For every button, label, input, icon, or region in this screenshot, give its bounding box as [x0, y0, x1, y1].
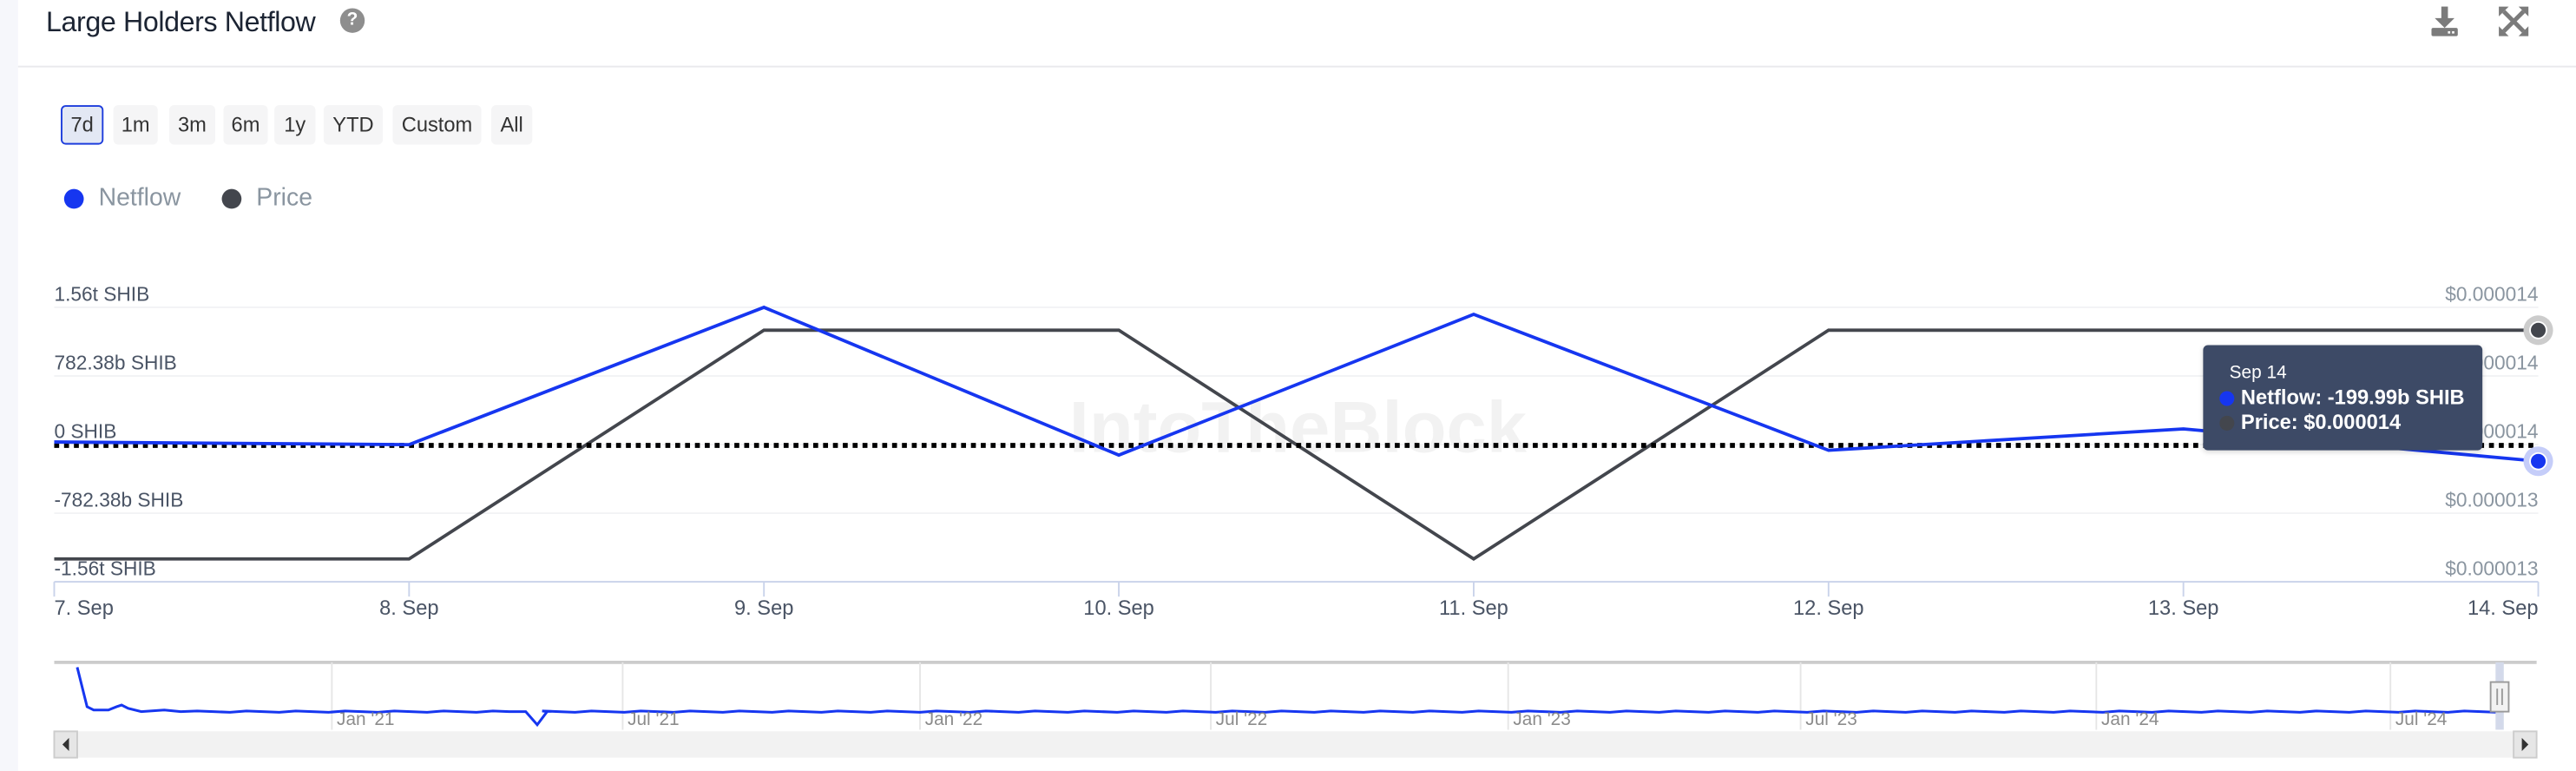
expand-arrows-icon[interactable] [2497, 5, 2530, 38]
navigator-axis-label: Jan '23 [1513, 709, 1570, 729]
x-axis-label: 7. Sep [54, 597, 113, 620]
left-axis-label: -782.38b SHIB [54, 488, 183, 511]
legend-price[interactable]: Price [221, 184, 313, 213]
tooltip-price: Price: $0.000014 [2219, 411, 2401, 434]
netflow-series-line[interactable] [54, 305, 2539, 464]
navigator-axis-label: Jan '24 [2101, 709, 2159, 729]
navigator-axis-label: Jul '23 [1805, 709, 1857, 729]
x-axis-label: 10. Sep [1083, 597, 1154, 620]
range-button-6m[interactable]: 6m [223, 105, 268, 145]
range-button-ytd[interactable]: YTD [323, 105, 384, 145]
arrow-right-icon [2521, 737, 2529, 752]
right-axis-label: $0.000013 [2445, 557, 2538, 580]
scrollbar-left-button[interactable] [53, 730, 78, 759]
download-icon[interactable] [2428, 5, 2461, 38]
range-button-3m[interactable]: 3m [168, 105, 215, 145]
navigator-axis-label: Jul '22 [1216, 709, 1268, 729]
x-axis-label: 13. Sep [2148, 597, 2219, 620]
scrollbar-track[interactable] [54, 731, 2537, 758]
price-dot-icon [221, 188, 242, 208]
tooltip-netflow-text: Netflow: -199.99b SHIB [2240, 386, 2465, 410]
legend-label: Price [256, 184, 313, 213]
header-divider [17, 65, 2576, 68]
x-axis-label: 14. Sep [2468, 597, 2539, 620]
question-circle-icon[interactable]: ? [339, 8, 365, 33]
range-button-1y[interactable]: 1y [274, 105, 316, 145]
scrollbar-right-button[interactable] [2513, 730, 2538, 759]
x-axis-label: 8. Sep [379, 597, 438, 620]
x-axis-label: 11. Sep [1439, 597, 1508, 620]
legend-label: Netflow [98, 184, 181, 213]
range-button-1m[interactable]: 1m [113, 105, 158, 145]
left-axis-label: 782.38b SHIB [54, 351, 176, 373]
netflow-dot-icon [63, 188, 84, 208]
tooltip-netflow: Netflow: -199.99b SHIB [2219, 386, 2465, 410]
navigator-axis-label: Jul '24 [2395, 709, 2448, 729]
legend-netflow[interactable]: Netflow [63, 184, 181, 213]
arrow-left-icon [62, 737, 69, 752]
navigator-axis-label: Jan '22 [925, 709, 982, 729]
tooltip: Sep 14 Netflow: -199.99b SHIB Price: $0.… [2203, 345, 2483, 451]
left-axis-label: -1.56t SHIB [54, 557, 155, 580]
navigator-axis-label: Jul '21 [628, 709, 680, 729]
navigator-handle[interactable] [2489, 681, 2510, 713]
range-button-custom[interactable]: Custom [392, 105, 482, 145]
x-axis-label: 12. Sep [1793, 597, 1864, 620]
price-marker[interactable] [2529, 320, 2547, 339]
navigator-series-line [76, 667, 2498, 728]
price-dot-icon [2219, 414, 2235, 430]
tooltip-price-text: Price: $0.000014 [2240, 411, 2402, 434]
left-axis-label: 0 SHIB [54, 419, 116, 442]
right-axis-label: $0.000014 [2445, 282, 2538, 305]
x-axis-label: 9. Sep [734, 597, 793, 620]
range-button-all[interactable]: All [490, 105, 533, 145]
left-axis-label: 1.56t SHIB [54, 282, 149, 305]
range-button-7d[interactable]: 7d [61, 105, 104, 145]
navigator-axis-label: Jan '21 [337, 709, 394, 729]
right-axis-label: $0.000013 [2445, 488, 2538, 511]
chart-title: Large Holders Netflow [46, 6, 316, 38]
netflow-dot-icon [2219, 390, 2235, 405]
tooltip-date: Sep 14 [2229, 363, 2287, 384]
netflow-marker[interactable] [2529, 451, 2547, 471]
watermark-logo: IntoTheBlock [1069, 387, 1528, 468]
